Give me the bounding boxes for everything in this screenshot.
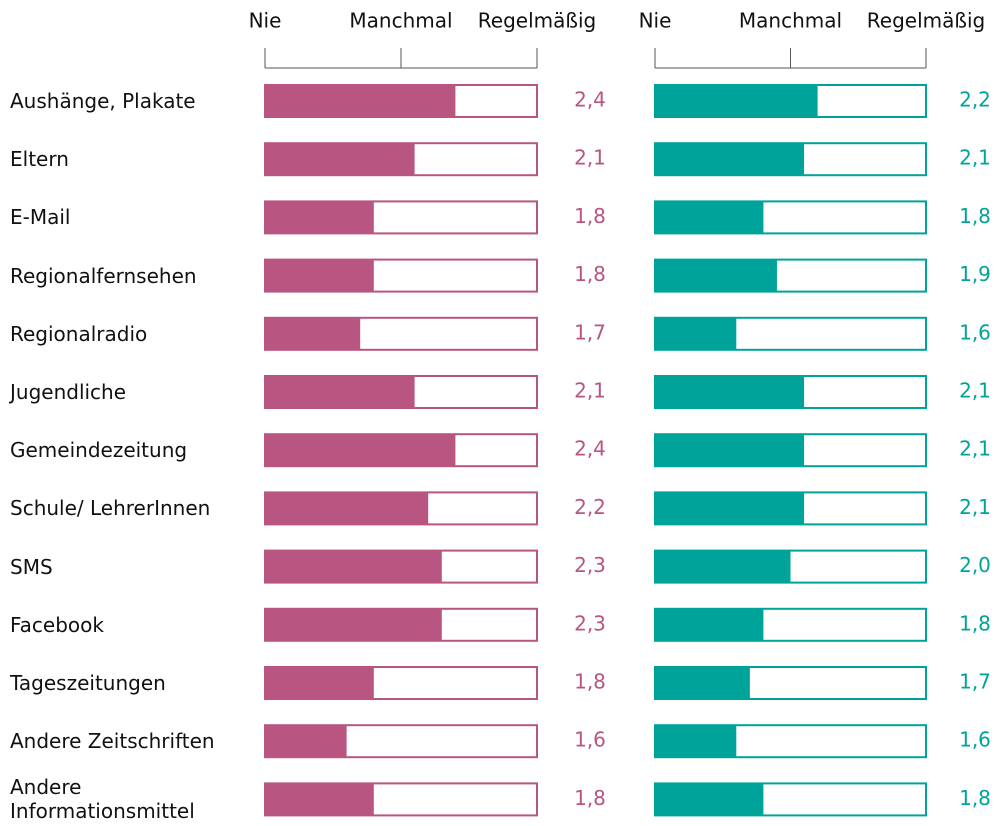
value-label: 1,6 xyxy=(959,320,991,344)
bar xyxy=(655,376,805,408)
value-label: 2,4 xyxy=(574,88,606,112)
bar xyxy=(655,143,805,176)
category-label: Aushänge, Plakate xyxy=(10,89,196,113)
value-label: 2,1 xyxy=(959,495,991,519)
value-label: 1,8 xyxy=(574,262,606,286)
x-tick-label: Nie xyxy=(249,9,282,33)
category-label: SMS xyxy=(10,554,53,579)
value-label: 1,7 xyxy=(959,670,991,694)
x-tick-label: Nie xyxy=(639,9,672,33)
category-label: Tageszeitungen xyxy=(10,671,166,695)
value-label: 2,3 xyxy=(574,611,606,635)
category-label: Regionalfernsehen xyxy=(10,263,197,288)
bar-frame xyxy=(264,142,538,177)
bar-frame xyxy=(654,258,927,293)
value-label: 1,8 xyxy=(959,786,991,810)
value-label: 1,8 xyxy=(959,204,991,228)
bar-frame xyxy=(654,491,927,526)
bar-frame xyxy=(264,316,538,351)
category-label: Andere Informationsmittel xyxy=(10,775,195,824)
bar xyxy=(655,783,764,816)
bar-frame xyxy=(264,258,538,293)
value-label: 2,1 xyxy=(574,379,606,403)
bar-frame xyxy=(264,200,538,235)
value-label: 2,1 xyxy=(574,146,606,170)
bar xyxy=(265,492,429,525)
bar xyxy=(655,492,805,525)
bar xyxy=(265,608,442,641)
category-label: Gemeindezeitung xyxy=(10,438,188,463)
bar xyxy=(265,376,415,408)
x-tick-label: Manchmal xyxy=(349,9,452,33)
value-label: 1,8 xyxy=(959,611,991,635)
bar-frame xyxy=(654,782,927,817)
bar xyxy=(655,608,764,641)
value-label: 2,2 xyxy=(959,88,991,112)
bar-frame xyxy=(264,782,538,817)
value-label: 2,4 xyxy=(574,437,606,461)
bar xyxy=(655,85,818,117)
bar-frame xyxy=(264,607,538,642)
bar-frame xyxy=(264,724,538,759)
bar xyxy=(655,667,750,699)
value-label: 1,8 xyxy=(574,786,606,810)
category-label: Facebook xyxy=(10,612,104,637)
bar-frame xyxy=(264,84,538,118)
category-label: Eltern xyxy=(10,147,69,172)
bar xyxy=(265,85,456,117)
bar-frame xyxy=(654,607,927,642)
value-label: 1,6 xyxy=(959,728,991,752)
x-tick-label: Manchmal xyxy=(739,9,842,33)
bar xyxy=(265,667,374,699)
bar-frame xyxy=(654,142,927,177)
category-label: Regionalradio xyxy=(10,321,148,346)
bar xyxy=(265,259,374,292)
bar xyxy=(265,434,456,467)
bar xyxy=(655,201,764,234)
bar xyxy=(265,143,415,176)
bar-frame xyxy=(654,666,927,700)
bar xyxy=(655,259,777,292)
value-label: 1,8 xyxy=(574,204,606,228)
category-label: Andere Zeitschriften xyxy=(10,729,215,754)
bar-frame xyxy=(654,375,927,409)
bar-frame xyxy=(654,316,927,351)
bar-frame xyxy=(264,549,538,584)
bar-frame xyxy=(654,724,927,759)
bar xyxy=(655,434,805,467)
value-label: 2,0 xyxy=(959,553,991,577)
x-tick-label: Regelmäßig xyxy=(867,9,985,33)
bar-frame xyxy=(264,666,538,700)
bar xyxy=(265,550,442,583)
value-label: 1,6 xyxy=(574,728,606,752)
bar-frame xyxy=(654,200,927,235)
bar-frame xyxy=(654,549,927,584)
bar xyxy=(655,550,791,583)
value-label: 2,1 xyxy=(959,146,991,170)
value-label: 1,8 xyxy=(574,670,606,694)
bar xyxy=(265,317,361,350)
category-label: Jugendliche xyxy=(10,380,127,404)
category-label: E-Mail xyxy=(10,205,71,230)
bar xyxy=(265,783,374,816)
bar xyxy=(265,201,374,234)
bar-frame xyxy=(654,84,927,118)
bar xyxy=(655,317,737,350)
value-label: 2,1 xyxy=(959,437,991,461)
category-label: Schule/ LehrerInnen xyxy=(10,496,211,521)
value-label: 1,9 xyxy=(959,262,991,286)
bar xyxy=(655,725,737,758)
bar-frame xyxy=(264,375,538,409)
bar-frame xyxy=(264,433,538,468)
bar-frame xyxy=(264,491,538,526)
x-tick-label: Regelmäßig xyxy=(478,9,596,33)
bar-frame xyxy=(654,433,927,468)
value-label: 2,3 xyxy=(574,553,606,577)
value-label: 2,1 xyxy=(959,379,991,403)
value-label: 2,2 xyxy=(574,495,606,519)
bar xyxy=(265,725,347,758)
value-label: 1,7 xyxy=(574,320,606,344)
